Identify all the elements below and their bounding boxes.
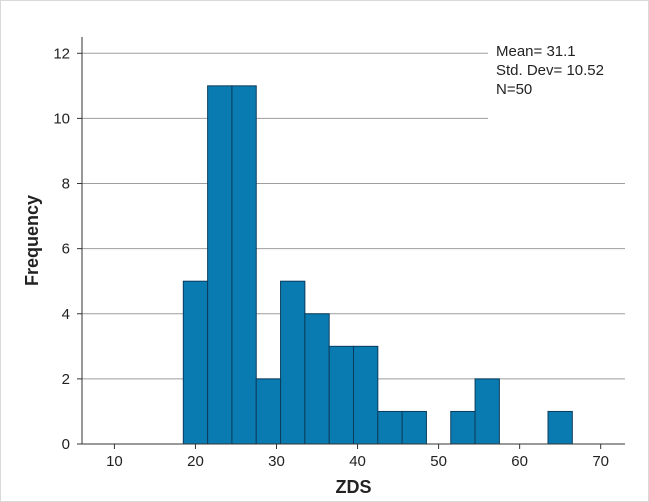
x-tick-label: 50 [430,453,447,470]
x-axis-ticks: 10 20 30 40 50 60 70 [106,444,609,470]
x-tick-label: 70 [592,453,609,470]
y-tick-label: 6 [62,241,70,258]
y-tick-label: 12 [53,45,70,62]
histogram-bar [207,85,233,445]
y-axis-ticks: 0 2 4 6 8 10 12 [53,45,82,453]
histogram-bar [474,378,500,445]
y-axis-title: Frequency [22,195,42,286]
histogram-bar [280,280,306,445]
y-tick-label: 4 [62,306,70,323]
y-tick-label: 10 [53,110,70,127]
x-axis-title: ZDS [336,477,372,497]
histogram-bar [377,410,403,445]
stats-std-dev: Std. Dev= 10.52 [496,62,604,79]
histogram-bar [255,378,282,445]
histogram-bar [182,280,209,445]
histogram-bar [547,410,573,445]
y-tick-label: 8 [62,176,70,193]
histogram-bar [231,85,257,445]
histogram-bar [328,345,354,445]
x-tick-label: 10 [106,453,123,470]
x-tick-label: 60 [511,453,528,470]
x-tick-label: 30 [268,453,285,470]
stats-n: N=50 [496,81,532,98]
stats-box [488,38,628,122]
y-tick-label: 2 [62,371,70,388]
x-tick-label: 40 [349,453,366,470]
histogram-bar [353,345,379,445]
stats-mean: Mean= 31.1 [496,43,576,60]
histogram-bar [450,410,476,445]
y-tick-label: 0 [62,436,70,453]
histogram-bars [182,85,573,445]
histogram-bar [304,313,330,445]
x-tick-label: 20 [187,453,204,470]
histogram-bar [401,410,427,445]
